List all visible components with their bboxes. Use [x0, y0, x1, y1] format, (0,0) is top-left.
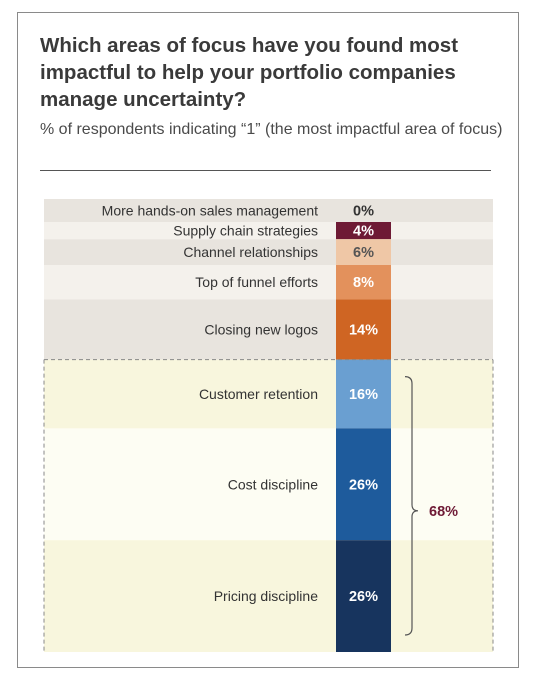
chart-subtitle: % of respondents indicating “1” (the mos…: [40, 121, 503, 138]
row-background: [44, 359, 493, 429]
title-divider: [40, 170, 491, 171]
chart-title: Which areas of focus have you found most…: [40, 34, 459, 111]
row-background: [44, 239, 493, 265]
value-label: 16%: [349, 387, 378, 403]
row-background: [44, 199, 493, 222]
bar-segment: [336, 299, 391, 360]
category-label: Top of funnel efforts: [195, 274, 318, 290]
group-bracket: [404, 376, 419, 636]
value-label: 4%: [353, 224, 374, 240]
category-label: Pricing discipline: [214, 588, 318, 604]
value-label: 14%: [349, 323, 378, 339]
value-label: 26%: [349, 477, 378, 493]
value-label: 6%: [353, 245, 374, 261]
bar-segment: [336, 359, 391, 429]
row-background: [44, 265, 493, 300]
bar-segment: [336, 265, 391, 300]
category-label: Cost discipline: [228, 476, 318, 492]
bar-segment: [336, 428, 391, 541]
group-total-label: 68%: [429, 504, 458, 520]
value-label: 26%: [349, 589, 378, 605]
row-background: [44, 299, 493, 360]
value-label: 0%: [353, 204, 374, 220]
category-label: Channel relationships: [183, 244, 318, 260]
category-label: Customer retention: [199, 386, 318, 402]
category-label: Closing new logos: [204, 322, 318, 338]
bar-segment: [336, 540, 391, 652]
category-label: More hands-on sales management: [102, 203, 318, 219]
bar-segment: [336, 239, 391, 265]
category-label: Supply chain strategies: [173, 223, 318, 239]
value-label: 8%: [353, 275, 374, 291]
row-background: [44, 540, 493, 652]
row-background: [44, 428, 493, 541]
bar-segment: [336, 222, 391, 240]
